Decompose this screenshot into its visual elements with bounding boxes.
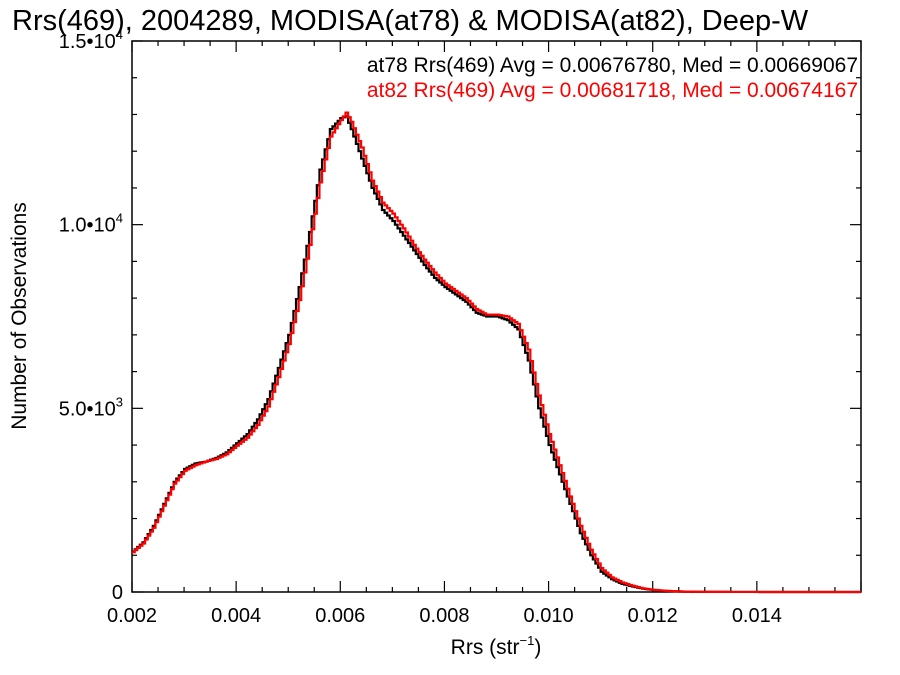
x-tick-label: 0.012 — [628, 605, 678, 627]
x-tick-label: 0.014 — [732, 605, 782, 627]
x-tick-label: 0.008 — [419, 605, 469, 627]
y-tick-label: 0 — [112, 582, 123, 604]
legend-stats-at78: at78 Rrs(469) Avg = 0.00676780, Med = 0.… — [367, 54, 858, 77]
y-axis-label: Number of Observations — [8, 202, 31, 430]
series-layer — [132, 111, 861, 594]
x-axis-label: Rrs (str−1) — [451, 633, 542, 659]
x-tick-label: 0.006 — [315, 605, 365, 627]
y-tick-label: 1.0•104 — [59, 211, 123, 237]
y-tick-label: 5.0•103 — [59, 394, 123, 420]
x-axis: 0.002 0.004 0.006 0.008 0.010 0.012 0.014 — [107, 41, 862, 627]
y-tick-label: 1.5•104 — [59, 27, 123, 53]
series-line-at78 — [132, 115, 861, 594]
legend-stats-at82: at82 Rrs(469) Avg = 0.00681718, Med = 0.… — [367, 79, 858, 102]
x-tick-label: 0.004 — [211, 605, 261, 627]
chart-title: Rrs(469), 2004289, MODISA(at78) & MODISA… — [12, 5, 809, 37]
series-line-at82 — [132, 111, 861, 594]
x-tick-label: 0.010 — [524, 605, 574, 627]
y-axis: 0 5.0•103 1.0•104 1.5•104 — [59, 27, 861, 604]
x-tick-label: 0.002 — [107, 605, 157, 627]
